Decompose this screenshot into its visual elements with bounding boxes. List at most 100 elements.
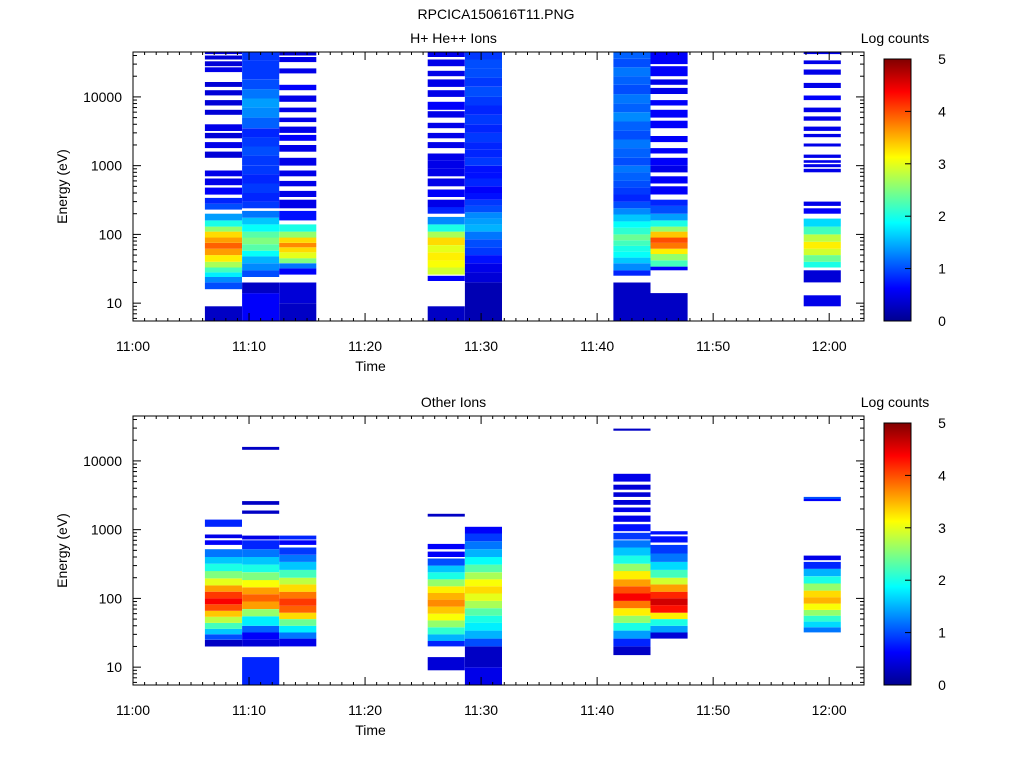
- heatmap-cell: [427, 207, 465, 214]
- time-column: [279, 52, 317, 321]
- colorbar-tick-label: 4: [938, 467, 946, 483]
- heatmap-cell: [427, 237, 465, 245]
- heatmap-cell: [803, 576, 841, 584]
- heatmap-cell: [242, 174, 280, 184]
- heatmap-cell: [204, 100, 242, 106]
- heatmap-cell: [242, 60, 280, 70]
- heatmap-cell: [279, 243, 317, 248]
- x-tick-label: 11:50: [696, 702, 730, 718]
- heatmap-cell: [650, 199, 688, 206]
- heatmap-cell: [613, 563, 651, 572]
- y-tick-label: 1000: [91, 158, 122, 174]
- heatmap-cell: [279, 263, 317, 269]
- heatmap-cells: [204, 428, 841, 685]
- heatmap-cell: [427, 168, 465, 177]
- heatmap-cell: [242, 193, 280, 202]
- heatmap-cell: [204, 248, 242, 256]
- heatmap-cell: [242, 256, 280, 264]
- heatmap-cell: [650, 220, 688, 227]
- time-column: [242, 446, 280, 685]
- time-column: [427, 52, 465, 321]
- x-tick-label: 11:10: [232, 338, 266, 354]
- heatmap-cell: [613, 473, 651, 482]
- heatmap-cell: [279, 210, 317, 221]
- heatmap-cell: [427, 606, 465, 614]
- colorbar-tick-label: 2: [938, 572, 946, 588]
- heatmap-cell: [204, 82, 242, 87]
- heatmap-cell: [242, 231, 280, 238]
- heatmap-cell: [464, 564, 502, 573]
- heatmap-cell: [279, 157, 317, 166]
- heatmap-cell: [803, 255, 841, 262]
- heatmap-cell: [427, 565, 465, 573]
- heatmap-cell: [204, 634, 242, 640]
- heatmap-cell: [242, 572, 280, 581]
- heatmap-cell: [279, 199, 317, 209]
- heatmap-cell: [613, 103, 651, 113]
- heatmap-cell: [427, 59, 465, 67]
- heatmap-cell: [650, 186, 688, 195]
- heatmap-cell: [204, 170, 242, 177]
- heatmap-cell: [803, 234, 841, 242]
- heatmap-cell: [464, 105, 502, 115]
- heatmap-cell: [279, 134, 317, 141]
- heatmap-cell: [464, 59, 502, 69]
- heatmap-cell: [464, 533, 502, 542]
- heatmap-cell: [803, 248, 841, 256]
- heatmap-cell: [650, 237, 688, 243]
- heatmap-cell: [650, 619, 688, 626]
- heatmap-cells: [204, 52, 841, 321]
- heatmap-cell: [427, 231, 465, 238]
- heatmap-cell: [279, 247, 317, 253]
- time-column: [279, 535, 317, 647]
- heatmap-cell: [242, 270, 280, 277]
- heatmap-cell: [242, 625, 280, 633]
- colorbar: 0 1 2 3 4 5 Log counts: [861, 30, 946, 329]
- heatmap-cell: [204, 213, 242, 221]
- heatmap-cell: [464, 622, 502, 631]
- panel-title: Other Ions: [421, 394, 486, 410]
- heatmap-cell: [613, 214, 651, 222]
- heatmap-cell: [242, 98, 280, 108]
- heatmap-cell: [613, 579, 651, 587]
- heatmap-cell: [204, 243, 242, 249]
- heatmap-cell: [650, 536, 688, 543]
- heatmap-cell: [204, 571, 242, 579]
- x-axis-label: Time: [355, 358, 386, 374]
- heatmap-cell: [279, 619, 317, 626]
- heatmap-cell: [279, 107, 317, 113]
- heatmap-cell: [464, 149, 502, 158]
- heatmap-cell: [650, 226, 688, 232]
- x-tick-label: 11:00: [116, 702, 150, 718]
- heatmap-cell: [427, 122, 465, 129]
- heatmap-cell: [650, 52, 688, 65]
- heatmap-cell: [613, 282, 651, 321]
- heatmap-cell: [242, 564, 280, 573]
- heatmap-cell: [464, 638, 502, 647]
- heatmap-cell: [650, 120, 688, 129]
- heatmap-cell: [464, 557, 502, 565]
- heatmap-cell: [650, 544, 688, 554]
- heatmap-cell: [279, 303, 317, 321]
- heatmap-cell: [613, 240, 651, 246]
- heatmap-cell: [613, 208, 651, 215]
- heatmap-cell: [427, 306, 465, 321]
- heatmap-cell: [242, 549, 280, 557]
- heatmap-cell: [279, 554, 317, 562]
- heatmap-cell: [613, 94, 651, 104]
- x-tick-label: 12:00: [812, 702, 847, 718]
- heatmap-cell: [650, 109, 688, 118]
- heatmap-cell: [464, 96, 502, 106]
- heatmap-cell: [279, 52, 317, 56]
- heatmap-cell: [279, 625, 317, 633]
- heatmap-cell: [279, 268, 317, 275]
- heatmap-cell: [242, 501, 280, 505]
- heatmap-cell: [279, 84, 317, 91]
- heatmap-cell: [427, 267, 465, 275]
- colorbar-tick-label: 4: [938, 103, 946, 119]
- heatmap-cell: [204, 591, 242, 599]
- heatmap-cell: [279, 237, 317, 243]
- heatmap-cell: [279, 145, 317, 152]
- heatmap-cell: [427, 627, 465, 635]
- heatmap-cell: [204, 578, 242, 586]
